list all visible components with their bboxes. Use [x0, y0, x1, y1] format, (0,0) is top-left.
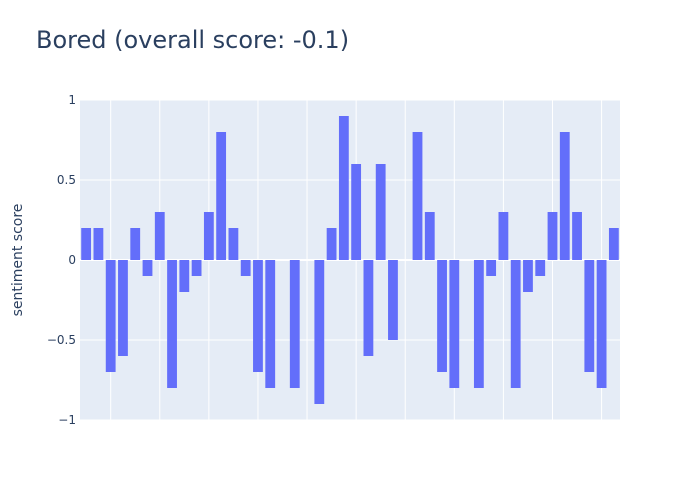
bar — [559, 132, 570, 260]
bar — [473, 260, 484, 388]
bar — [154, 212, 165, 260]
bar — [167, 260, 177, 388]
bar — [265, 260, 276, 388]
y-tick-label: −1 — [58, 413, 76, 427]
y-tick-label: 0 — [68, 253, 76, 267]
bar — [142, 260, 153, 276]
y-tick-label: 1 — [68, 93, 76, 107]
bar — [93, 228, 104, 260]
bar — [437, 260, 447, 372]
bar — [486, 260, 497, 276]
bar — [81, 228, 92, 260]
bar — [608, 228, 619, 260]
bar — [388, 260, 398, 340]
bar — [289, 260, 300, 388]
bar — [547, 212, 558, 260]
bar — [412, 132, 423, 260]
y-tick-label: 0.5 — [57, 173, 76, 187]
bar — [363, 260, 374, 356]
bar — [351, 164, 362, 260]
bar — [584, 260, 595, 372]
bar — [253, 260, 263, 372]
y-tick-label: −0.5 — [47, 333, 76, 347]
bar — [216, 132, 227, 260]
bar — [240, 260, 251, 276]
bar — [130, 228, 141, 260]
bar — [118, 260, 128, 356]
bar — [596, 260, 607, 388]
bar — [105, 260, 116, 372]
chart-title: Bored (overall score: -0.1) — [36, 26, 350, 54]
bar — [338, 116, 349, 260]
bar — [510, 260, 521, 388]
bar — [523, 260, 533, 292]
bar — [191, 260, 202, 276]
bar — [203, 212, 214, 260]
bar — [326, 228, 337, 260]
bar — [228, 228, 239, 260]
bar — [375, 164, 386, 260]
bar — [314, 260, 325, 404]
bar — [498, 212, 509, 260]
y-axis-title: sentiment score — [10, 204, 26, 317]
bar — [179, 260, 190, 292]
bar — [424, 212, 435, 260]
bar — [535, 260, 546, 276]
bars — [81, 116, 619, 404]
bar — [449, 260, 460, 388]
y-axis-ticks: 1 0.5 0 −0.5 −1 — [47, 93, 76, 427]
bar — [572, 212, 582, 260]
